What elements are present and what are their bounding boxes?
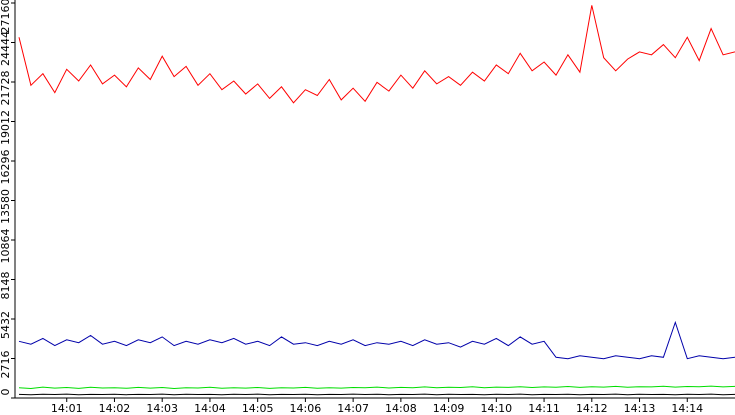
x-tick-label: 14:12 <box>576 402 608 415</box>
y-tick-label: 21728 <box>0 71 12 106</box>
y-tick-label: 10864 <box>0 229 12 264</box>
y-tick-label: 5432 <box>0 311 12 339</box>
y-tick-label: 19012 <box>0 110 12 145</box>
y-tick-label: 0 <box>0 389 12 396</box>
y-tick-label: 16296 <box>0 150 12 185</box>
y-tick-label: 8148 <box>0 272 12 300</box>
x-tick-label: 14:11 <box>528 402 560 415</box>
y-tick-label: 2716 <box>0 351 12 379</box>
x-tick-label: 14:14 <box>671 402 703 415</box>
x-tick-label: 14:03 <box>146 402 178 415</box>
series-line <box>18 320 735 360</box>
y-tick-label: 24444 <box>0 31 12 66</box>
x-tick-label: 14:06 <box>290 402 322 415</box>
x-tick-label: 14:13 <box>624 402 656 415</box>
x-tick-label: 14:04 <box>194 402 226 415</box>
x-tick-label: 14:07 <box>337 402 369 415</box>
x-tick-label: 14:09 <box>433 402 465 415</box>
x-tick-label: 14:02 <box>99 402 131 415</box>
y-tick-label: 27160 <box>0 0 12 34</box>
series-line <box>18 385 735 390</box>
x-tick-label: 14:10 <box>480 402 512 415</box>
x-tick-label: 14:05 <box>242 402 274 415</box>
y-tick-label: 13580 <box>0 189 12 224</box>
series-line <box>18 5 735 104</box>
x-tick-label: 14:08 <box>385 402 417 415</box>
series-line <box>18 393 735 396</box>
x-tick-label: 14:01 <box>51 402 83 415</box>
